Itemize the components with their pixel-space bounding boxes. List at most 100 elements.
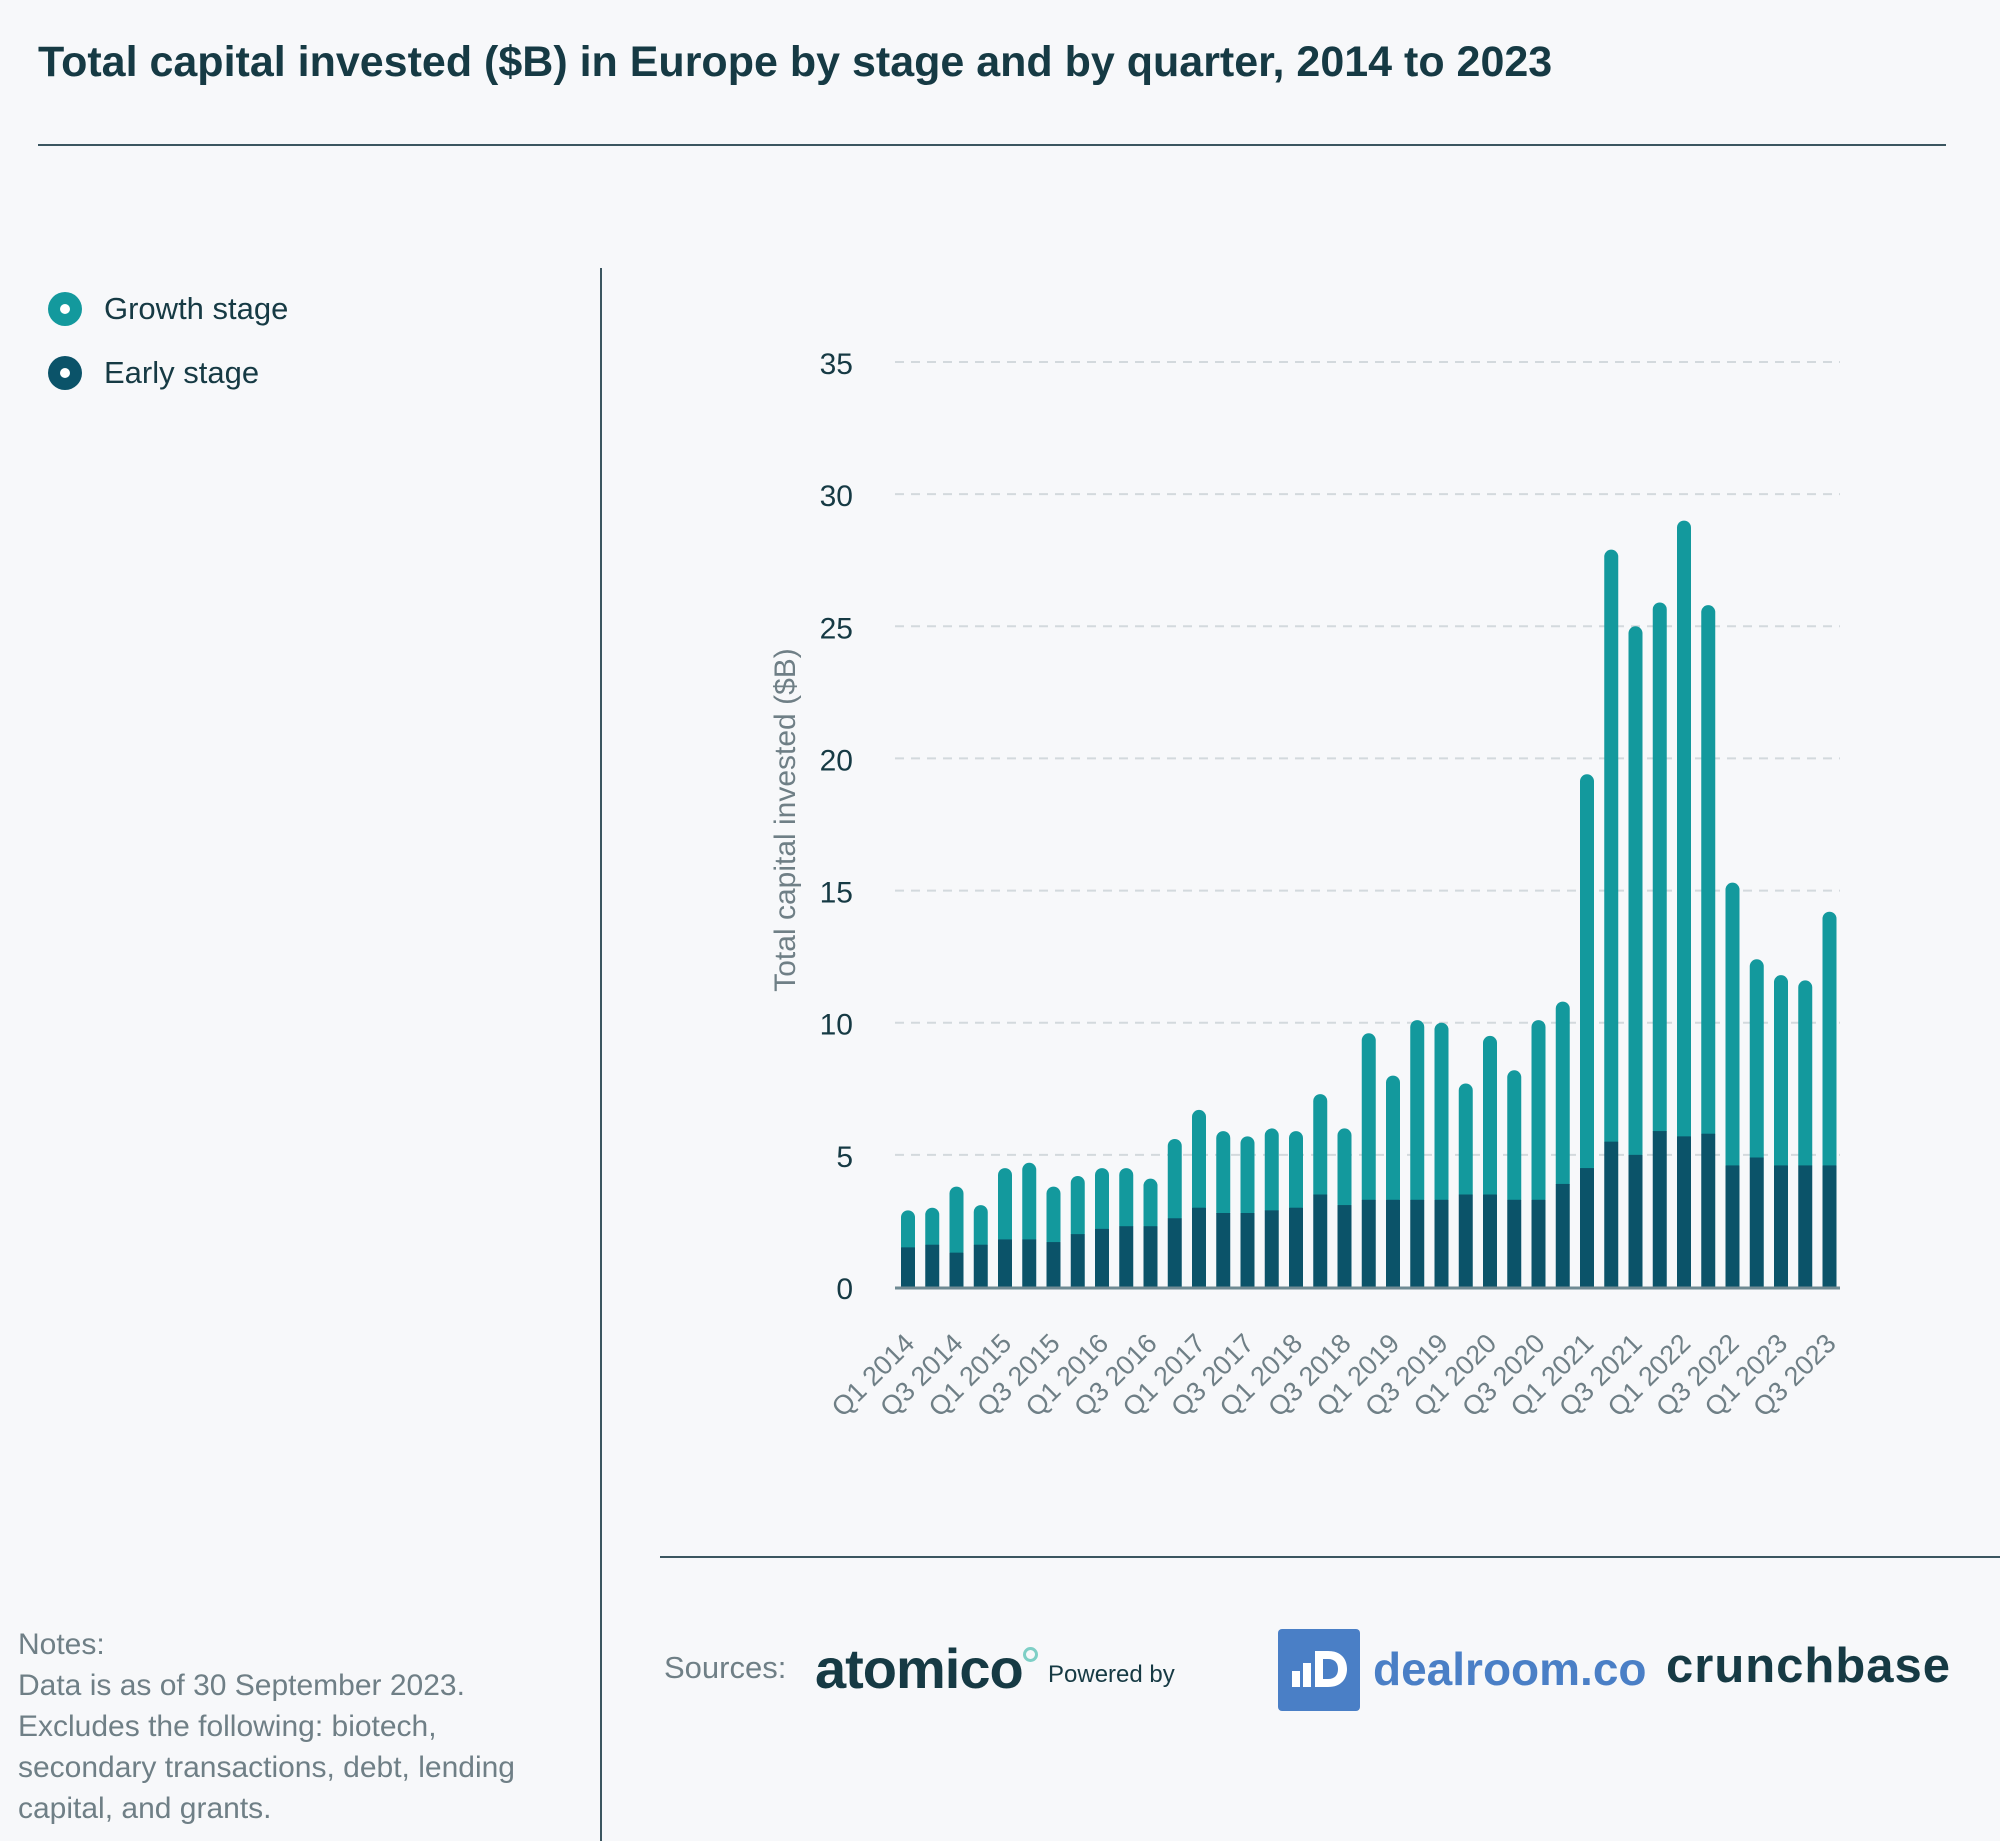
y-tick-label: 35 xyxy=(820,348,853,381)
bar-early xyxy=(1555,1183,1570,1287)
sources-divider xyxy=(660,1556,2000,1558)
bar-growth xyxy=(1264,1128,1279,1217)
legend-item-early[interactable]: Early stage xyxy=(48,355,288,390)
page-title: Total capital invested ($B) in Europe by… xyxy=(38,38,1553,86)
bar-growth xyxy=(901,1210,915,1254)
y-tick-label: 5 xyxy=(836,1141,853,1174)
dealroom-logo-icon xyxy=(1278,1629,1360,1711)
bar-early xyxy=(925,1244,940,1287)
bar-growth xyxy=(1580,774,1594,1175)
bar-early xyxy=(1337,1205,1352,1287)
bar-growth xyxy=(1289,1131,1303,1214)
bar-early xyxy=(1677,1136,1691,1287)
bar-growth xyxy=(1483,1035,1497,1201)
bar-growth xyxy=(1725,882,1740,1172)
legend-growth-marker-icon xyxy=(48,292,82,326)
legend: Growth stage Early stage xyxy=(48,291,289,420)
bar-growth xyxy=(1167,1139,1182,1225)
bar-growth xyxy=(1798,980,1813,1172)
atomico-logo-dot-icon xyxy=(1023,1647,1038,1662)
bar-growth xyxy=(1313,1094,1328,1201)
bar-early xyxy=(1119,1226,1134,1287)
bar-growth xyxy=(1119,1168,1134,1233)
bar-growth xyxy=(1677,520,1691,1143)
bar-growth xyxy=(1701,605,1716,1140)
bar-early xyxy=(1046,1242,1061,1287)
bar-early xyxy=(1216,1213,1231,1287)
bar-growth xyxy=(925,1207,940,1251)
bar-early xyxy=(1143,1226,1158,1287)
bar-growth xyxy=(1652,602,1667,1138)
bar-early xyxy=(1652,1131,1667,1287)
bar-early xyxy=(1798,1165,1813,1287)
bar-growth xyxy=(973,1205,988,1251)
bar-growth xyxy=(1095,1168,1109,1235)
legend-item-growth[interactable]: Growth stage xyxy=(48,291,289,326)
sources-label: Sources: xyxy=(664,1650,787,1685)
bar-growth xyxy=(998,1168,1012,1246)
stacked-bar-chart: 0 5 10 15 20 25 30 35 Total capital invested ($B… xyxy=(769,348,1842,1422)
notes: Notes: Data is as of 30 September 2023. … xyxy=(18,1624,588,1829)
y-tick-label: 0 xyxy=(836,1273,853,1306)
y-tick-label: 15 xyxy=(820,877,853,910)
bar-growth xyxy=(1337,1128,1352,1212)
bar-early xyxy=(949,1252,964,1287)
bar-growth xyxy=(1604,549,1619,1148)
bar-early xyxy=(1774,1165,1788,1287)
bar-early xyxy=(1167,1218,1182,1287)
bar-growth xyxy=(1240,1136,1255,1219)
bar-growth xyxy=(1070,1176,1085,1241)
bar-early xyxy=(1604,1141,1619,1287)
bar-early xyxy=(1458,1194,1473,1287)
bar-early xyxy=(1725,1165,1740,1287)
y-tick-label: 30 xyxy=(820,480,853,513)
bar-early xyxy=(998,1239,1012,1287)
bar-early xyxy=(1386,1199,1400,1287)
bar-growth xyxy=(1361,1033,1376,1206)
bar-growth xyxy=(1822,911,1837,1172)
bar-early xyxy=(1022,1239,1037,1287)
crunchbase-logo: crunchbase xyxy=(1666,1639,1952,1693)
bar-early xyxy=(1070,1234,1085,1287)
bar-early xyxy=(1749,1157,1764,1287)
bar-growth xyxy=(1555,1001,1570,1190)
bar-early xyxy=(1264,1210,1279,1287)
bar-growth xyxy=(1507,1070,1522,1206)
bar-growth xyxy=(1458,1083,1473,1201)
notes-line: capital, and grants. xyxy=(18,1792,272,1825)
bar-early xyxy=(1192,1207,1206,1287)
bar-growth xyxy=(1143,1178,1158,1233)
legend-growth-label: Growth stage xyxy=(104,291,289,326)
bar-early xyxy=(1701,1133,1716,1287)
legend-early-label: Early stage xyxy=(104,355,260,390)
y-tick-label: 25 xyxy=(820,612,853,645)
legend-early-marker-icon xyxy=(48,356,82,390)
bar-growth xyxy=(949,1186,964,1259)
powered-by-label: Powered by xyxy=(1048,1661,1175,1688)
bar-early xyxy=(1483,1194,1497,1287)
bar-early xyxy=(1095,1228,1109,1287)
notes-line: secondary transactions, debt, lending xyxy=(18,1751,515,1784)
bar-growth xyxy=(1022,1162,1037,1246)
bar-early xyxy=(1507,1199,1522,1287)
bar-growth xyxy=(1628,626,1643,1161)
y-axis-title: Total capital invested ($B) xyxy=(769,648,802,992)
bar-early xyxy=(1240,1213,1255,1287)
bar-early xyxy=(901,1247,915,1287)
y-tick-label: 10 xyxy=(820,1009,853,1042)
notes-heading: Notes: xyxy=(18,1628,105,1661)
notes-line: Excludes the following: biotech, xyxy=(18,1710,437,1743)
bar-early xyxy=(1628,1154,1643,1287)
title-divider xyxy=(38,144,1946,146)
bar-growth xyxy=(1192,1109,1206,1214)
notes-line: Data is as of 30 September 2023. xyxy=(18,1669,465,1702)
bar-growth xyxy=(1216,1131,1231,1219)
bar-growth xyxy=(1749,959,1764,1164)
bar-early xyxy=(1580,1168,1594,1287)
bar-growth xyxy=(1410,1020,1425,1206)
bar-early xyxy=(1434,1199,1449,1287)
bar-growth xyxy=(1531,1020,1546,1206)
bar-early xyxy=(1410,1199,1425,1287)
bar-growth xyxy=(1386,1075,1400,1206)
